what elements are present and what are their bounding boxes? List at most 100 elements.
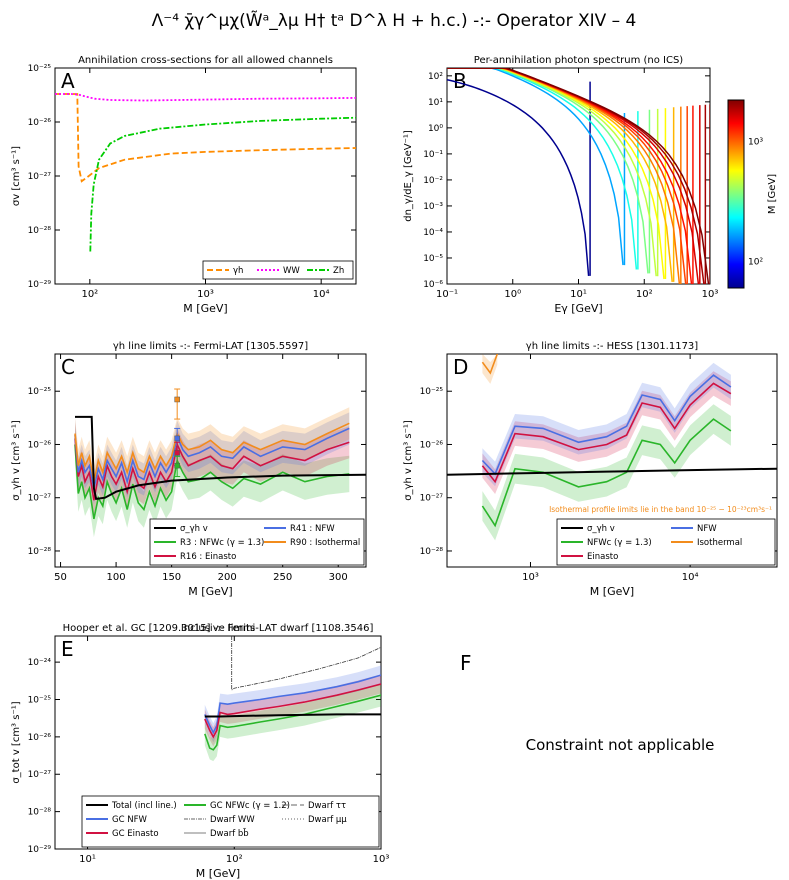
legend-label: GC NFW: [112, 815, 147, 825]
x-axis-label: M [GeV]: [183, 302, 227, 315]
y-tick-label: 10⁻²⁹: [28, 845, 52, 855]
data-point: [174, 435, 180, 442]
panel-letter: D: [453, 355, 468, 379]
y-tick-label: 10⁻²⁷: [28, 770, 52, 780]
panel-e: 10¹ 10² 10³ 10⁻²⁹ 10⁻²⁸ 10⁻²⁷ 10⁻²⁶ 10⁻²⁵ 10⁻²⁴ I…: [11, 623, 389, 880]
legend-label: Dwarf ττ: [308, 801, 346, 811]
figure-title: Λ⁻⁴ χ̄γ^μχ(W̃ᵃ_λμ H† tᵃ D^λ H + h.c.) -:…: [152, 10, 637, 31]
x-tick-label: 10⁴: [313, 289, 330, 300]
spectrum-curve: [447, 78, 590, 276]
y-tick-label: 10⁻²⁹: [28, 280, 52, 290]
series-line-γh: [55, 93, 356, 183]
legend-label: WW: [283, 266, 300, 276]
plot-frame: [54, 635, 382, 850]
panel-letter: B: [453, 69, 467, 93]
panel-letter: E: [61, 637, 74, 661]
limit-line-R16: [74, 438, 350, 501]
uncertainty-band-NFW: [482, 362, 731, 487]
y-tick-label: 10²: [428, 72, 443, 82]
x-tick-label: 200: [218, 572, 237, 583]
series-line-WW: [55, 93, 356, 102]
limit-line-R90: [74, 422, 350, 482]
y-tick-label: 10⁻²⁵: [28, 64, 52, 74]
uncertainty-band-R16: [75, 422, 350, 517]
data-point: [174, 396, 180, 403]
colorbar-tick-label: 10²: [748, 258, 763, 268]
panel-d: 10³ 10⁴ 10⁻²⁸ 10⁻²⁷ 10⁻²⁶ 10⁻²⁵ γh line limits…: [403, 341, 778, 598]
legend-label: Dwarf WW: [210, 815, 255, 825]
x-tick-label: 10³: [373, 854, 390, 865]
x-axis-label: Eγ [GeV]: [554, 302, 602, 315]
y-tick-label: 10⁻²⁵: [28, 387, 52, 397]
x-tick-label: 250: [273, 572, 292, 583]
legend-label: Dwarf bb̄: [210, 827, 249, 839]
panel-title: γh line limits -:- HESS [1301.1173]: [526, 341, 699, 352]
panel-letter: C: [61, 355, 75, 379]
legend-label: Dwarf μμ: [308, 815, 347, 825]
y-tick-label: 10⁻²⁴: [28, 658, 52, 668]
y-tick-label: 10⁻²: [423, 176, 443, 186]
limit-line-Einasto: [481, 382, 732, 484]
x-tick-label: 10⁰: [504, 289, 521, 300]
legend-label: Isothermal: [697, 538, 742, 548]
panel-b: 10⁻¹ 10⁰ 10¹ 10² 10³ 10⁻⁶ 10⁻⁵ 10⁻⁴ 10⁻³ 10⁻² 10⁻¹…: [403, 55, 778, 315]
plot-frame: [54, 67, 357, 285]
x-tick-label: 300: [329, 572, 348, 583]
y-tick-label: 10⁻²⁸: [420, 547, 444, 557]
legend-label: NFW: [697, 524, 717, 534]
limit-line-GC NFW: [204, 674, 381, 735]
y-tick-label: 10⁻²⁶: [28, 118, 52, 128]
colorbar-tick-label: 10³: [748, 137, 763, 147]
y-tick-label: 10⁰: [428, 124, 443, 134]
panel-letter: A: [61, 69, 75, 93]
theory-cross-section-line: [204, 713, 381, 718]
y-axis-label: σv [cm³ s⁻¹]: [11, 146, 22, 206]
y-tick-label: 10¹: [428, 98, 443, 108]
y-tick-label: 10⁻²⁶: [28, 440, 52, 450]
limit-line-GC Einasto: [204, 683, 381, 739]
x-tick-label: 100: [107, 572, 126, 583]
x-tick-label: 10⁴: [682, 572, 699, 583]
limit-line-R41: [74, 427, 350, 489]
panel-subtitle: Hooper et al. GC [1209.3015] -:- Fermi-L…: [63, 623, 374, 634]
panel-c: 50 100 150 200 250 300 10⁻²⁸ 10⁻²⁷ 10⁻²⁶ 10⁻²⁵ γh …: [11, 341, 367, 598]
plot-frame: [54, 353, 367, 568]
colorbar-label: M [GeV]: [767, 174, 778, 214]
legend-label: γh: [233, 266, 243, 276]
y-tick-label: 10⁻⁴: [423, 228, 443, 238]
legend-label: Einasto: [587, 552, 618, 562]
y-tick-label: 10⁻²⁷: [420, 494, 444, 504]
theory-cross-section-line: [447, 467, 777, 476]
legend-label: R90 : Isothermal: [290, 538, 360, 548]
data-point: [174, 462, 180, 469]
y-tick-label: 10⁻²⁶: [420, 440, 444, 450]
y-tick-label: 10⁻²⁵: [28, 695, 52, 705]
legend-label: Total (incl line.): [111, 801, 177, 811]
x-tick-label: 10¹: [570, 289, 587, 300]
dwarf-ww-line: [231, 636, 381, 691]
y-tick-label: 10⁻³: [423, 202, 443, 212]
uncertainty-band-R90: [75, 407, 350, 498]
legend-label: R41 : NFW: [290, 524, 335, 534]
limit-line-GC NFWc: [204, 694, 381, 751]
y-tick-label: 10⁻²⁸: [28, 808, 52, 818]
plot-frame: [446, 353, 778, 568]
y-tick-label: 10⁻²⁵: [420, 387, 444, 397]
panel-f-letter: F: [460, 651, 472, 675]
y-tick-label: 10⁻⁶: [423, 280, 443, 290]
x-tick-label: 10⁻¹: [436, 289, 458, 300]
x-tick-label: 10¹: [79, 854, 96, 865]
limit-line-R3: [74, 444, 350, 520]
colorbar: [727, 99, 745, 289]
x-tick-label: 50: [54, 572, 67, 583]
y-axis-label: σ_tot v [cm³ s⁻¹]: [11, 701, 22, 783]
series-line-Zh: [89, 116, 356, 252]
legend-box: [149, 518, 365, 566]
y-tick-label: 10⁻²⁸: [28, 547, 52, 557]
limit-line-NFW: [481, 374, 732, 476]
y-tick-label: 10⁻²⁶: [28, 733, 52, 743]
x-axis-label: M [GeV]: [196, 867, 240, 880]
panel-title: Inclusive limits: [181, 623, 255, 634]
panel-f-message: Constraint not applicable: [526, 736, 715, 754]
